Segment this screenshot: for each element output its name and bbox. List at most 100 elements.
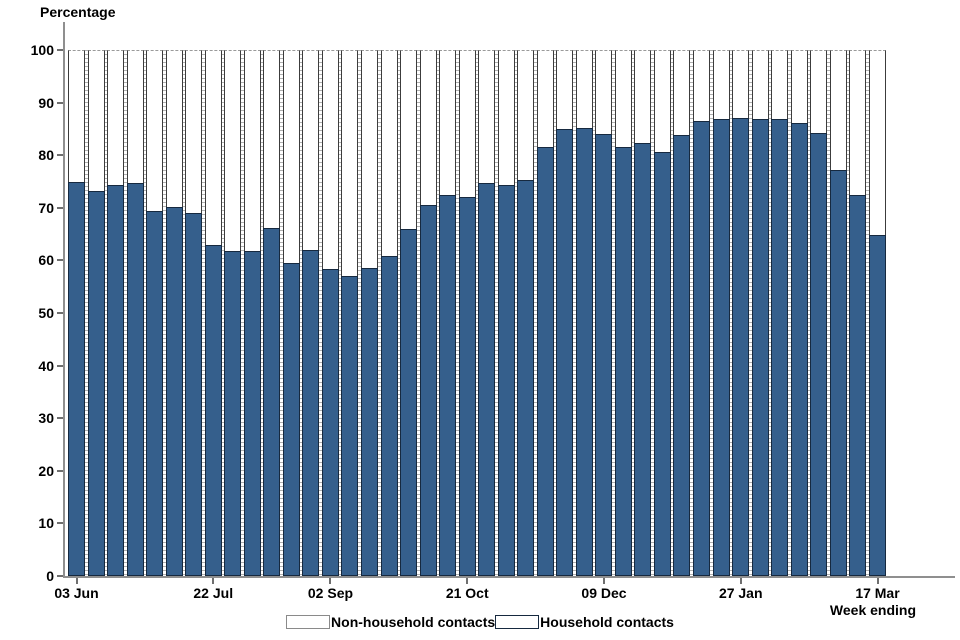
y-tick-mark — [57, 206, 63, 209]
x-axis-title: Week ending — [829, 602, 916, 618]
non-household-segment — [556, 50, 574, 130]
x-tick-label: 21 Oct — [445, 585, 489, 601]
non-household-segment — [321, 50, 339, 269]
bar — [458, 50, 476, 576]
y-tick-mark — [57, 522, 63, 525]
bar — [653, 50, 671, 576]
bar — [732, 50, 750, 576]
bar — [302, 50, 320, 576]
legend-label-household: Household contacts — [540, 614, 674, 630]
household-segment — [68, 182, 85, 576]
non-household-segment — [712, 50, 730, 120]
household-segment — [673, 135, 691, 576]
non-household-segment — [204, 50, 222, 245]
non-household-segment — [868, 50, 886, 236]
non-household-segment — [380, 50, 398, 256]
y-tick-mark — [57, 364, 63, 367]
household-segment — [87, 190, 105, 576]
bar — [126, 50, 144, 576]
non-household-segment — [693, 50, 710, 121]
bar — [146, 50, 164, 576]
household-segment — [400, 229, 418, 576]
non-household-segment — [439, 50, 457, 195]
bar — [439, 50, 457, 576]
household-segment — [360, 268, 378, 576]
household-segment — [712, 119, 730, 576]
legend: Non-household contacts Household contact… — [0, 614, 960, 630]
x-tick-mark — [75, 578, 78, 584]
x-tick-label: 03 Jun — [54, 585, 99, 601]
non-household-segment — [595, 50, 613, 135]
x-tick-mark — [466, 578, 469, 584]
non-household-segment — [263, 50, 281, 228]
bar — [87, 50, 105, 576]
bar — [751, 50, 769, 576]
non-household-segment — [68, 50, 85, 183]
bar — [243, 50, 261, 576]
non-household-segment — [653, 50, 671, 152]
household-segment — [165, 206, 183, 576]
bar — [868, 50, 886, 576]
non-household-segment — [673, 50, 691, 136]
non-household-segment — [790, 50, 808, 124]
bar — [712, 50, 730, 576]
bar — [595, 50, 613, 576]
household-segment — [126, 183, 144, 576]
non-household-segment — [478, 50, 496, 183]
bar — [673, 50, 691, 576]
y-tick-label: 100 — [30, 42, 54, 58]
household-segment — [458, 196, 476, 576]
non-household-segment — [771, 50, 789, 120]
non-household-segment — [849, 50, 867, 195]
bar — [575, 50, 593, 576]
non-household-segment — [517, 50, 535, 180]
bar — [224, 50, 242, 576]
non-household-segment — [341, 50, 359, 277]
y-tick-mark — [57, 101, 63, 104]
bar — [497, 50, 515, 576]
bar — [829, 50, 847, 576]
bar — [282, 50, 300, 576]
household-segment — [614, 147, 632, 576]
household-segment — [302, 249, 320, 576]
household-segment — [829, 169, 847, 576]
household-segment — [868, 235, 886, 576]
bar — [790, 50, 808, 576]
x-tick-label: 22 Jul — [193, 585, 234, 601]
household-segment — [575, 127, 593, 576]
y-tick-label: 40 — [38, 357, 54, 374]
bar — [556, 50, 574, 576]
non-household-segment — [87, 50, 105, 191]
household-segment — [653, 151, 671, 576]
non-household-segment — [536, 50, 554, 147]
household-segment — [282, 263, 300, 576]
household-segment — [321, 268, 339, 576]
y-tick-label: 10 — [38, 515, 54, 532]
household-segment — [439, 194, 457, 576]
y-tick-label: 50 — [38, 305, 54, 321]
non-household-segment — [419, 50, 437, 206]
y-tick-label: 30 — [38, 410, 54, 427]
non-household-segment — [185, 50, 203, 213]
bar — [263, 50, 281, 576]
household-segment — [224, 250, 242, 576]
household-segment — [478, 182, 496, 576]
y-axis-line — [63, 22, 65, 578]
non-household-segment — [165, 50, 183, 207]
legend-item-household: Household contacts — [495, 614, 674, 630]
household-segment — [243, 250, 261, 576]
non-household-segment — [497, 50, 515, 185]
household-segment — [146, 210, 164, 576]
household-swatch — [495, 615, 540, 629]
non-household-segment — [224, 50, 242, 251]
household-segment — [536, 146, 554, 576]
bar — [360, 50, 378, 576]
household-segment — [751, 119, 769, 576]
bar — [341, 50, 359, 576]
non-household-segment — [634, 50, 652, 144]
bar — [419, 50, 437, 576]
household-segment — [732, 117, 750, 576]
y-tick-mark — [57, 575, 63, 577]
bar — [107, 50, 125, 576]
